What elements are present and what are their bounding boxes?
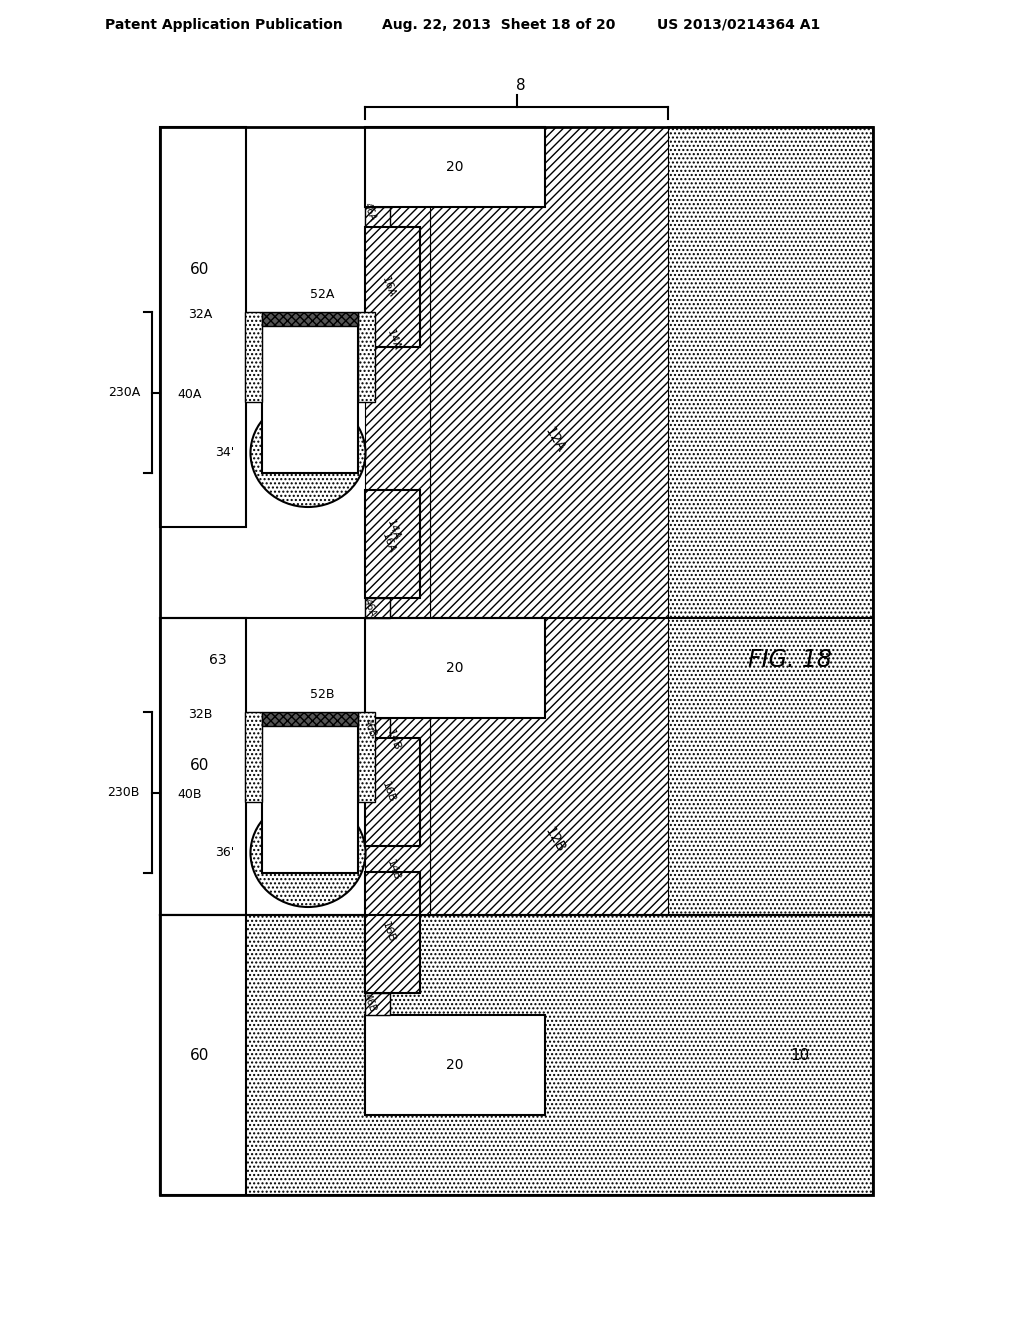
Text: 46B: 46B bbox=[362, 993, 378, 1014]
Text: 14B: 14B bbox=[385, 858, 401, 882]
Text: 52B: 52B bbox=[310, 689, 335, 701]
Bar bbox=[365, 993, 390, 1015]
Text: Patent Application Publication: Patent Application Publication bbox=[105, 18, 343, 32]
Text: 63: 63 bbox=[209, 653, 226, 667]
Text: 60: 60 bbox=[190, 759, 210, 774]
Text: 14A: 14A bbox=[385, 329, 401, 352]
Bar bbox=[365, 127, 430, 915]
Bar bbox=[365, 227, 420, 347]
Text: 230A: 230A bbox=[108, 385, 140, 399]
Bar bbox=[358, 312, 375, 403]
Text: 12B: 12B bbox=[542, 825, 568, 855]
Text: 46A: 46A bbox=[362, 598, 378, 619]
Bar bbox=[262, 312, 358, 326]
Bar bbox=[365, 873, 420, 993]
Text: 10: 10 bbox=[791, 1048, 810, 1063]
Text: 32B: 32B bbox=[187, 709, 212, 722]
Bar bbox=[365, 127, 545, 207]
Bar bbox=[365, 490, 420, 598]
Bar bbox=[358, 711, 375, 803]
Bar bbox=[160, 127, 246, 527]
Bar bbox=[160, 915, 246, 1195]
Text: 16A: 16A bbox=[380, 275, 396, 298]
Bar bbox=[365, 738, 420, 846]
Text: US 2013/0214364 A1: US 2013/0214364 A1 bbox=[657, 18, 820, 32]
Bar bbox=[365, 598, 390, 618]
Bar bbox=[262, 711, 358, 726]
Text: 16B: 16B bbox=[380, 920, 396, 944]
Text: Aug. 22, 2013  Sheet 18 of 20: Aug. 22, 2013 Sheet 18 of 20 bbox=[382, 18, 615, 32]
Text: 14B: 14B bbox=[385, 729, 401, 752]
Text: 40B: 40B bbox=[178, 788, 203, 801]
Bar bbox=[668, 127, 873, 915]
Text: 20: 20 bbox=[446, 661, 464, 675]
Text: 16A: 16A bbox=[380, 531, 396, 554]
Bar bbox=[430, 127, 668, 915]
Bar bbox=[160, 618, 246, 915]
Text: 20: 20 bbox=[446, 160, 464, 174]
Text: 34': 34' bbox=[215, 446, 234, 459]
Text: 230B: 230B bbox=[108, 785, 140, 799]
Text: 60: 60 bbox=[190, 1048, 210, 1063]
Bar bbox=[262, 325, 358, 473]
Bar bbox=[365, 718, 390, 738]
Text: 16B: 16B bbox=[380, 780, 396, 804]
Bar bbox=[160, 915, 873, 1195]
Bar bbox=[262, 725, 358, 873]
Text: 36': 36' bbox=[215, 846, 234, 859]
Bar bbox=[365, 207, 390, 227]
Ellipse shape bbox=[251, 799, 366, 907]
Bar bbox=[365, 618, 545, 718]
Text: 40A: 40A bbox=[178, 388, 202, 401]
Bar bbox=[160, 127, 873, 1195]
Text: 52A: 52A bbox=[310, 289, 335, 301]
Text: FIG. 18: FIG. 18 bbox=[749, 648, 831, 672]
Text: 46A: 46A bbox=[362, 202, 378, 223]
Text: 12A: 12A bbox=[542, 425, 568, 455]
Bar bbox=[245, 711, 262, 803]
Text: 8: 8 bbox=[516, 78, 525, 92]
Text: 46B: 46B bbox=[362, 717, 378, 739]
Text: 32A: 32A bbox=[187, 309, 212, 322]
Text: 60: 60 bbox=[190, 263, 210, 277]
Bar bbox=[365, 1015, 545, 1115]
Bar bbox=[245, 312, 262, 403]
Text: 20: 20 bbox=[446, 1059, 464, 1072]
Text: 14A: 14A bbox=[385, 517, 401, 543]
Ellipse shape bbox=[251, 399, 366, 507]
